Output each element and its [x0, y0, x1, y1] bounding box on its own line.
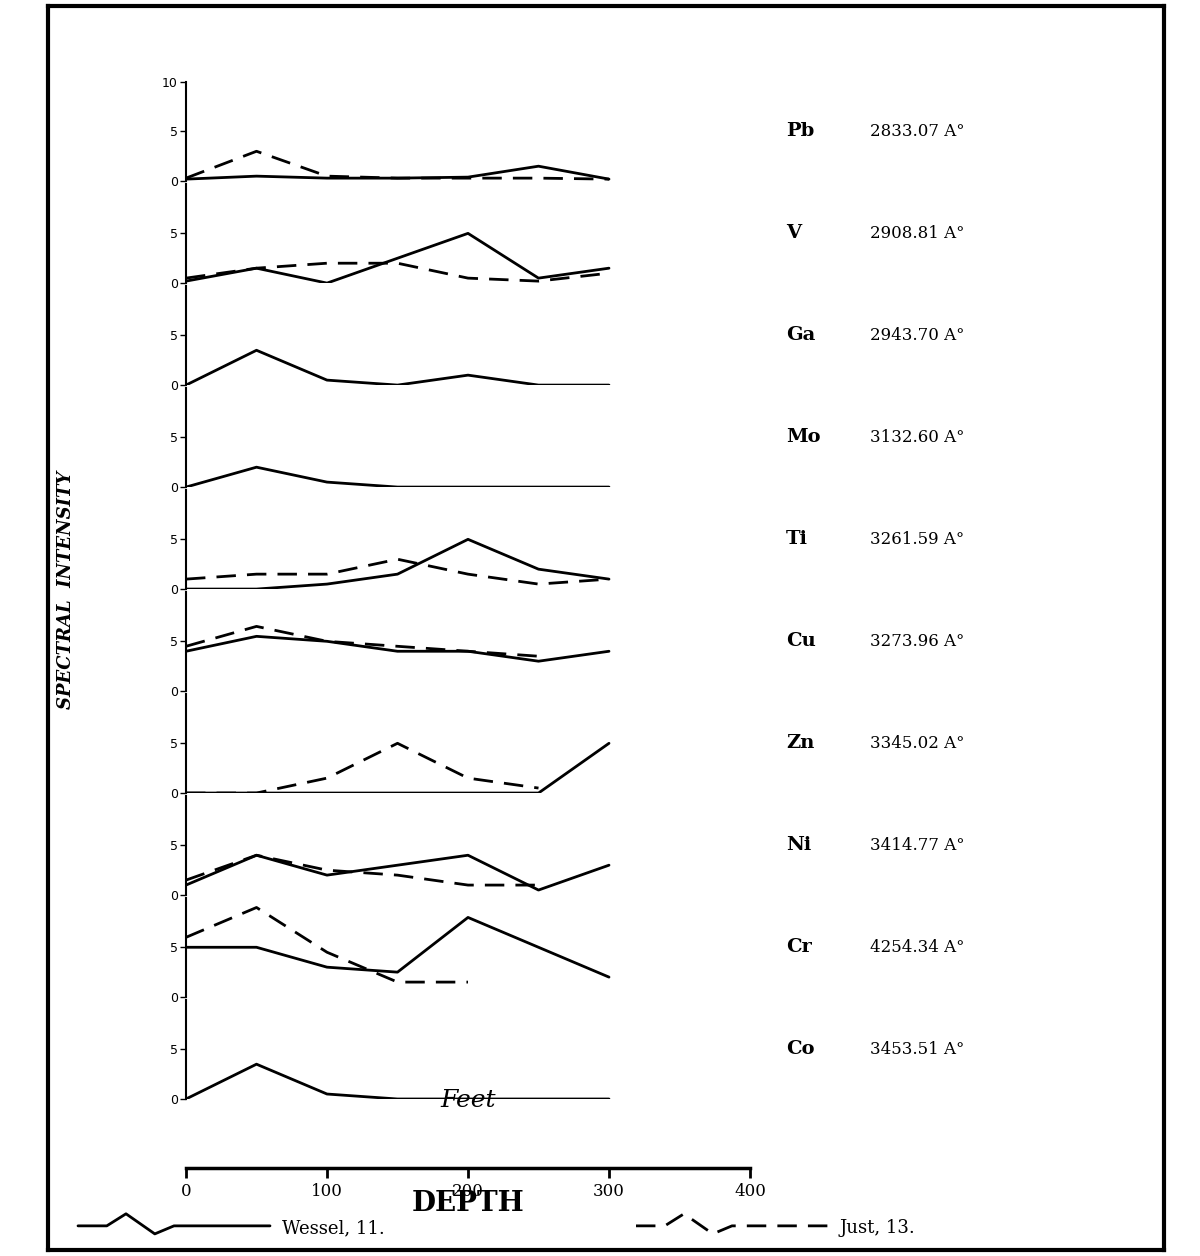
- Text: Feet: Feet: [440, 1089, 496, 1112]
- Text: 3453.51 A°: 3453.51 A°: [870, 1041, 965, 1058]
- Text: 4254.34 A°: 4254.34 A°: [870, 938, 965, 956]
- Text: Co: Co: [786, 1040, 815, 1059]
- Text: Zn: Zn: [786, 735, 815, 752]
- Text: DEPTH: DEPTH: [412, 1189, 524, 1217]
- Text: 2943.70 A°: 2943.70 A°: [870, 327, 965, 344]
- Text: Cr: Cr: [786, 938, 812, 956]
- Text: Cu: Cu: [786, 632, 816, 651]
- Text: Ti: Ti: [786, 530, 808, 549]
- Text: Mo: Mo: [786, 428, 821, 446]
- Text: 3132.60 A°: 3132.60 A°: [870, 428, 965, 446]
- Text: Ni: Ni: [786, 836, 811, 854]
- Text: Wessel, 11.: Wessel, 11.: [282, 1220, 385, 1237]
- Text: 2833.07 A°: 2833.07 A°: [870, 123, 965, 139]
- Text: Ga: Ga: [786, 327, 815, 344]
- Text: 2908.81 A°: 2908.81 A°: [870, 225, 965, 242]
- Text: V: V: [786, 225, 802, 242]
- Text: 3261.59 A°: 3261.59 A°: [870, 531, 965, 548]
- Text: 3273.96 A°: 3273.96 A°: [870, 633, 965, 649]
- Text: Just, 13.: Just, 13.: [840, 1220, 916, 1237]
- Text: 3345.02 A°: 3345.02 A°: [870, 735, 965, 752]
- Text: Pb: Pb: [786, 122, 815, 141]
- Text: 3414.77 A°: 3414.77 A°: [870, 836, 965, 854]
- Text: SPECTRAL  INTENSITY: SPECTRAL INTENSITY: [58, 471, 74, 710]
